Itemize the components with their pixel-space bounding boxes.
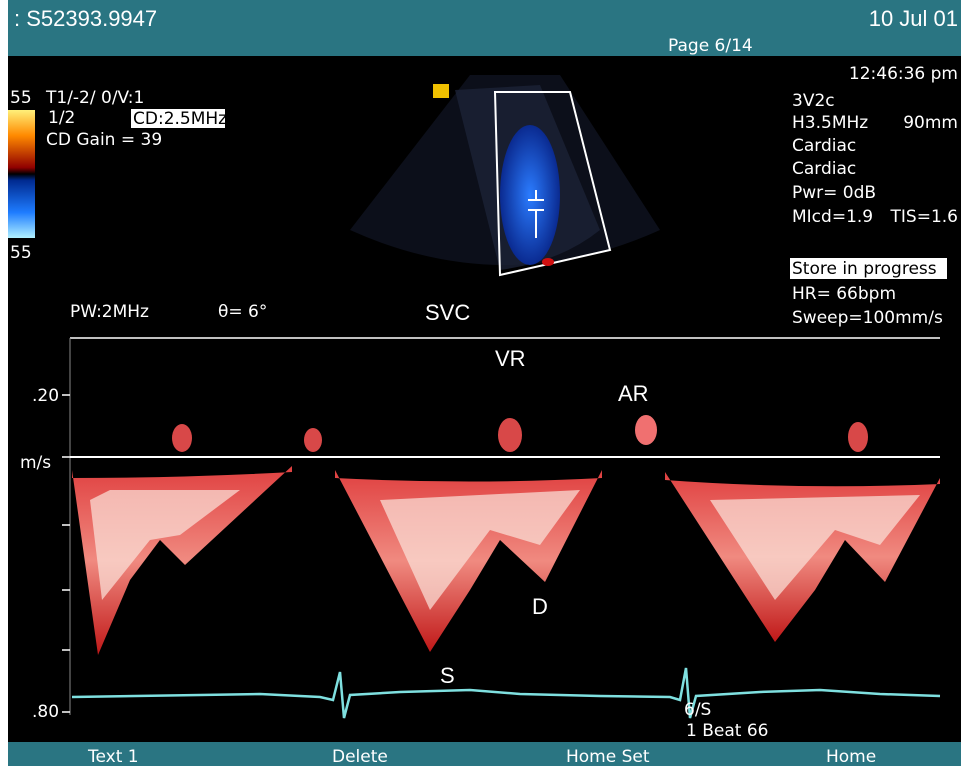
tis: TIS=1.6 — [890, 207, 958, 227]
softkey[interactable]: Home — [826, 747, 876, 766]
red-flow — [542, 258, 554, 266]
preset: Cardiac — [792, 136, 856, 156]
footer-bar — [8, 742, 961, 766]
color-bar — [8, 110, 35, 238]
time: 12:46:36 pm — [849, 64, 958, 84]
axis-bottom: .80 — [32, 702, 59, 722]
screen: : S52393.9947 Page 6/14 10 Jul 01 55 T1/… — [0, 0, 969, 766]
softkey[interactable]: Home Set — [566, 747, 650, 766]
angle: θ= 6° — [218, 302, 267, 322]
axis-top: .20 — [32, 386, 59, 406]
depth: 90mm — [903, 113, 958, 133]
ratio: 1/2 — [48, 108, 75, 128]
softkey[interactable]: Text 1 — [87, 747, 139, 766]
header-date: 10 Jul 01 — [869, 6, 958, 31]
mode: T1/-2/ 0/V:1 — [45, 88, 144, 108]
ecg-label: 6/S — [684, 700, 711, 720]
axis-unit: m/s — [20, 453, 51, 473]
probe: 3V2c — [792, 91, 835, 111]
label-d: D — [532, 594, 548, 619]
scale-top: 55 — [10, 88, 32, 108]
cd-freq: CD:2.5MHz — [133, 109, 227, 129]
freq: H3.5MHz — [792, 113, 868, 133]
sweep: Sweep=100mm/s — [792, 308, 943, 328]
label-vr: VR — [495, 346, 526, 371]
label-ar: AR — [618, 381, 649, 406]
pw: PW:2MHz — [70, 302, 149, 322]
label-s: S — [440, 663, 455, 688]
hr: HR= 66bpm — [792, 284, 896, 304]
header-id: : S52393.9947 — [14, 6, 157, 31]
preset: Cardiac — [792, 159, 856, 179]
header-page: Page 6/14 — [668, 36, 753, 56]
vessel: SVC — [425, 300, 470, 325]
scale-bottom: 55 — [10, 243, 32, 263]
power: Pwr= 0dB — [792, 183, 876, 203]
softkey[interactable]: Delete — [332, 747, 388, 766]
cd-gain: CD Gain = 39 — [46, 130, 162, 150]
status: Store in progress — [792, 259, 937, 279]
mi: MIcd=1.9 — [792, 207, 873, 227]
orientation-marker — [433, 84, 449, 98]
color-flow — [500, 125, 560, 265]
beat: 1 Beat 66 — [686, 721, 768, 741]
